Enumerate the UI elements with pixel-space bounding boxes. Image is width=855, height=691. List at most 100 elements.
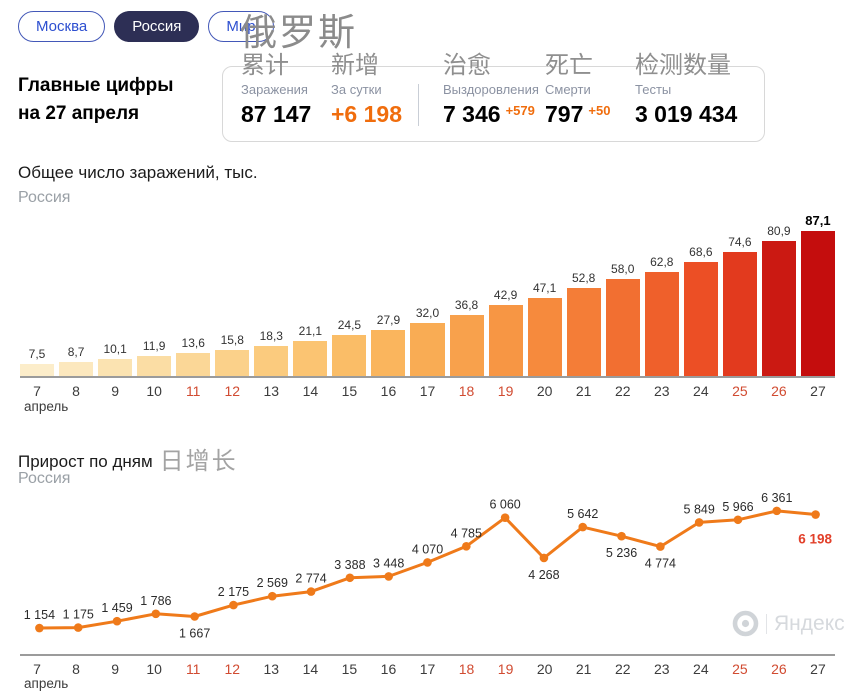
x-axis-day-label: 14	[302, 661, 319, 677]
bar-value-label: 58,0	[611, 262, 635, 277]
x-axis-day-label: 26	[771, 661, 787, 677]
point-value-label: 1 667	[179, 626, 210, 640]
bar	[605, 279, 640, 376]
data-point	[229, 600, 238, 610]
bar-column: 74,6	[722, 234, 757, 376]
x-axis-day-label: 24	[693, 383, 709, 399]
line-chart-title: Прирост по дням 日增长	[18, 448, 238, 475]
bar-column: 52,8	[566, 271, 601, 376]
bar	[176, 353, 211, 376]
point-value-label: 4 774	[645, 557, 676, 571]
x-axis-day-label: 25	[732, 661, 748, 677]
x-axis-day-label: 8	[72, 383, 80, 399]
stat-tests: 检测数量 Тесты 3 019 434	[635, 53, 737, 128]
data-point	[772, 506, 782, 516]
x-axis-day-label: 7	[33, 661, 41, 677]
x-axis-day-label: 22	[614, 383, 631, 399]
x-axis-day-label: 10	[146, 661, 162, 677]
bar	[215, 349, 250, 376]
x-axis-day-label: 21	[575, 661, 592, 677]
stat-value: 87 147	[241, 101, 312, 127]
stats-heading-line1: Главные цифры	[18, 75, 174, 96]
bar-value-label: 13,6	[181, 336, 205, 351]
bar	[449, 314, 484, 376]
stat-infections: 累计 Заражения 87 147	[241, 53, 311, 128]
tab-moscow[interactable]: Москва	[18, 11, 106, 42]
stat-new-cases: 新增 За сутки +6 198	[331, 53, 402, 128]
watermark-text: Яндекс	[774, 611, 845, 635]
point-value-label: 5 642	[567, 507, 598, 521]
yandex-logo-icon	[732, 610, 759, 637]
point-value-label: 2 774	[295, 572, 326, 586]
stat-label-ru: Заражения	[241, 82, 308, 97]
point-value-label: 5 849	[684, 502, 715, 516]
bar-column: 15,8	[215, 332, 250, 376]
line-chart-axis	[20, 654, 835, 656]
point-value-label: 2 569	[257, 576, 288, 590]
bar-column: 68,6	[683, 245, 718, 376]
stat-value: 797 +50	[545, 101, 611, 127]
bar-column: 10,1	[98, 342, 133, 376]
x-axis-day-label: 15	[341, 661, 358, 677]
bar	[98, 359, 133, 376]
bar	[683, 261, 718, 376]
bar-column: 7,5	[20, 346, 55, 376]
x-axis-day-label: 7	[33, 383, 41, 399]
x-axis-day-label: 12	[224, 661, 241, 677]
watermark-separator	[766, 613, 767, 634]
bar-column: 27,9	[371, 312, 406, 376]
bar-column: 36,8	[449, 298, 484, 376]
x-axis-day-label: 9	[111, 383, 120, 399]
line-chart-x-labels: 7 8 9 10 11 12 13 14 15 16 17 18 19 20 21 22 23 24 25 26 27	[20, 661, 835, 677]
bar	[644, 271, 679, 376]
data-point	[733, 515, 743, 525]
point-value-label: 1 175	[63, 608, 94, 622]
bar-column: 18,3	[254, 329, 289, 376]
bar	[332, 335, 367, 376]
bar-value-label: 52,8	[572, 271, 596, 286]
x-axis-day-label: 17	[419, 383, 436, 399]
x-axis-day-label: 8	[72, 661, 80, 677]
bar	[293, 340, 328, 376]
bar-column: 62,8	[644, 255, 679, 376]
x-axis-day-label: 23	[653, 661, 670, 677]
bar-value-label: 15,8	[220, 332, 244, 347]
stat-label-ru: Тесты	[635, 82, 672, 97]
x-axis-day-label: 26	[771, 383, 787, 399]
bar-value-label: 74,6	[728, 234, 752, 249]
bar	[566, 288, 601, 376]
bar-column: 80,9	[761, 224, 796, 376]
x-axis-day-label: 18	[458, 383, 475, 399]
stat-label-cn: 死亡	[545, 52, 593, 79]
data-point	[500, 513, 510, 522]
stat-label-cn: 治愈	[443, 52, 491, 79]
bar-value-label: 87,1	[805, 213, 831, 228]
data-point	[151, 609, 161, 619]
bar	[527, 297, 562, 376]
bar-value-label: 7,5	[28, 346, 46, 361]
data-point	[35, 623, 44, 633]
point-value-label: 6 198	[798, 532, 832, 547]
point-value-label: 1 786	[140, 594, 171, 608]
data-point	[617, 531, 626, 541]
stats-card: 累计 Заражения 87 147 新增 За сутки +6 198 治…	[222, 53, 765, 142]
stat-deaths: 死亡 Смерти 797 +50	[545, 53, 610, 128]
bar-value-label: 27,9	[376, 312, 401, 327]
x-axis-day-label: 19	[497, 661, 514, 677]
stat-label-ru: За сутки	[331, 82, 382, 97]
bar-value-label: 21,1	[298, 323, 323, 338]
line-chart-subtitle: Россия	[18, 470, 71, 487]
point-value-label: 5 966	[722, 500, 753, 514]
point-value-label: 1 459	[101, 601, 132, 615]
line-chart-title-chinese: 日增长	[159, 448, 238, 475]
stat-label-cn: 新增	[331, 52, 379, 79]
point-value-label: 4 268	[528, 568, 559, 582]
data-point	[811, 510, 820, 519]
x-axis-day-label: 16	[380, 383, 397, 399]
tab-russia[interactable]: Россия	[114, 11, 200, 42]
bar	[137, 356, 172, 376]
x-axis-day-label: 22	[614, 661, 631, 677]
x-axis-day-label: 17	[419, 661, 436, 677]
stat-recovered: 治愈 Выздоровления 7 346 +579	[443, 53, 539, 128]
tab-world[interactable]: Мир	[208, 11, 274, 42]
